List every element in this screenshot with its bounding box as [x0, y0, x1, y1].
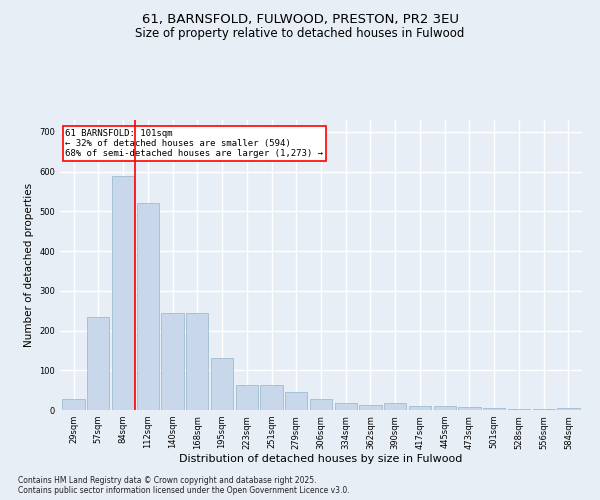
Bar: [458, 407, 481, 410]
Bar: [112, 176, 134, 410]
X-axis label: Distribution of detached houses by size in Fulwood: Distribution of detached houses by size …: [179, 454, 463, 464]
Bar: [409, 406, 431, 410]
Bar: [359, 405, 382, 410]
Text: 61 BARNSFOLD: 101sqm
← 32% of detached houses are smaller (594)
68% of semi-deta: 61 BARNSFOLD: 101sqm ← 32% of detached h…: [65, 128, 323, 158]
Bar: [137, 204, 159, 410]
Text: Contains HM Land Registry data © Crown copyright and database right 2025.
Contai: Contains HM Land Registry data © Crown c…: [18, 476, 350, 495]
Bar: [236, 386, 258, 410]
Bar: [310, 400, 332, 410]
Bar: [508, 409, 530, 410]
Text: 61, BARNSFOLD, FULWOOD, PRESTON, PR2 3EU: 61, BARNSFOLD, FULWOOD, PRESTON, PR2 3EU: [142, 12, 458, 26]
Bar: [161, 312, 184, 410]
Text: Size of property relative to detached houses in Fulwood: Size of property relative to detached ho…: [136, 28, 464, 40]
Bar: [434, 406, 456, 410]
Bar: [260, 386, 283, 410]
Bar: [87, 317, 109, 410]
Bar: [62, 400, 85, 410]
Bar: [384, 403, 406, 410]
Bar: [335, 403, 357, 410]
Bar: [483, 408, 505, 410]
Bar: [533, 409, 555, 410]
Bar: [211, 358, 233, 410]
Y-axis label: Number of detached properties: Number of detached properties: [24, 183, 34, 347]
Bar: [186, 312, 208, 410]
Bar: [285, 392, 307, 410]
Bar: [557, 408, 580, 410]
